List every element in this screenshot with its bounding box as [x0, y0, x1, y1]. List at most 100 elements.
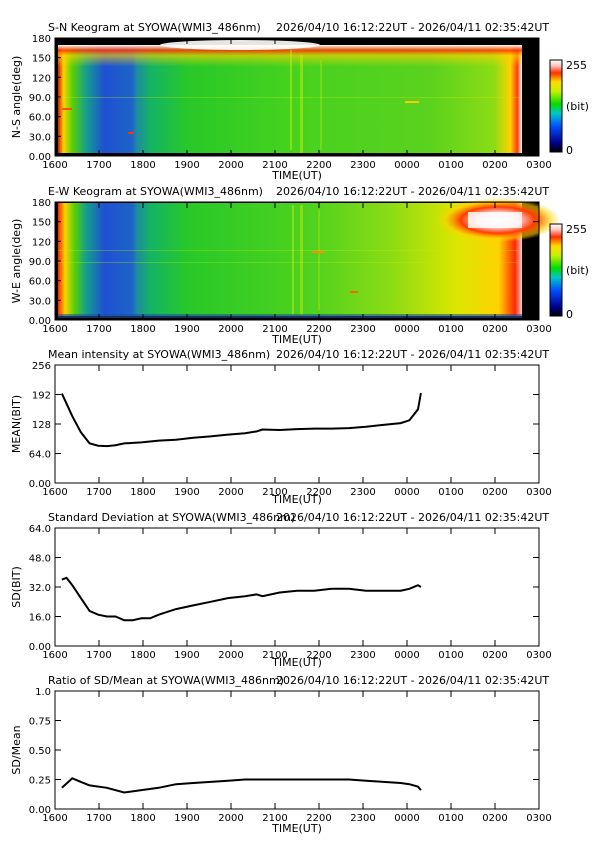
x-tick-label: 0200: [482, 813, 507, 824]
std-dev-y-ticks: 0.00 16.0 32.0 48.0 64.0: [29, 524, 539, 653]
x-tick-label: 0200: [482, 324, 507, 335]
sn-keogram-colorbar: 255 (bit) 0: [549, 59, 589, 157]
mean-intensity-y-ticks: 0.00 64.0 128 192 256: [29, 361, 539, 490]
ew-keogram-x-ticks: 1600 1700 1800 1900 2000 2100 2200 2300 0000 0100…: [42, 202, 552, 335]
mean-intensity-time-range: 2026/04/10 16:12:22UT - 2026/04/11 02:35…: [276, 348, 549, 361]
x-tick-label: 2000: [218, 813, 243, 824]
x-tick-label: 2000: [218, 160, 243, 171]
x-tick-label: 0100: [438, 487, 463, 498]
sn-colorbar-max: 255: [566, 59, 587, 72]
x-tick-label: 1900: [174, 487, 199, 498]
ratio-title: Ratio of SD/Mean at SYOWA(WMI3_486nm): [48, 674, 284, 687]
mean-intensity-frame: [54, 364, 540, 484]
y-tick-label: 0.00: [29, 805, 51, 816]
x-tick-label: 2000: [218, 487, 243, 498]
x-tick-label: 2200: [306, 813, 331, 824]
sn-colorbar-unit: (bit): [566, 100, 589, 113]
y-tick-label: 0.50: [29, 746, 51, 757]
x-tick-label: 0000: [394, 650, 419, 661]
y-tick-label: 0.00: [29, 479, 51, 490]
y-tick-label: 192: [32, 391, 51, 402]
x-tick-label: 2300: [350, 160, 375, 171]
x-tick-label: 0100: [438, 650, 463, 661]
x-tick-label: 2200: [306, 487, 331, 498]
x-tick-label: 1900: [174, 650, 199, 661]
ew-keogram-colorbar: 255 (bit) 0: [549, 223, 589, 321]
y-tick-label: 30.0: [29, 132, 51, 143]
y-tick-label: 120: [32, 237, 51, 248]
mean-intensity-title: Mean intensity at SYOWA(WMI3_486nm): [48, 348, 270, 361]
std-dev-title: Standard Deviation at SYOWA(WMI3_486nm): [48, 511, 295, 524]
ew-keogram-xlabel: TIME(UT): [271, 333, 322, 346]
std-dev-x-ticks: 1600 1700 1800 1900 2000 2100 2200 2300 0000 0100…: [42, 528, 552, 661]
sn-keogram-ylabel: N-S angle(deg): [10, 56, 23, 139]
y-tick-label: 0.75: [29, 717, 51, 728]
y-tick-label: 0.00: [29, 152, 51, 163]
x-tick-label: 1600: [42, 324, 67, 335]
x-tick-label: 2100: [262, 324, 287, 335]
x-tick-label: 1700: [86, 160, 111, 171]
y-tick-label: 0.25: [29, 776, 51, 787]
x-tick-label: 0100: [438, 813, 463, 824]
x-tick-label: 1900: [174, 813, 199, 824]
y-tick-label: 180: [32, 34, 51, 45]
y-tick-label: 150: [32, 54, 51, 65]
sn-keogram-time-range: 2026/04/10 16:12:22UT - 2026/04/11 02:35…: [276, 21, 549, 34]
mean-intensity-ylabel: MEAN(BIT): [10, 395, 23, 453]
x-tick-label: 0100: [438, 160, 463, 171]
x-tick-label: 1600: [42, 813, 67, 824]
y-tick-label: 180: [32, 198, 51, 209]
x-tick-label: 2300: [350, 650, 375, 661]
sn-colorbar-min: 0: [566, 144, 573, 157]
y-tick-label: 64.0: [29, 450, 51, 461]
y-tick-label: 90.0: [29, 93, 51, 104]
y-tick-label: 0.00: [29, 642, 51, 653]
y-tick-label: 32.0: [29, 583, 51, 594]
x-tick-label: 2300: [350, 487, 375, 498]
x-tick-label: 1800: [130, 160, 155, 171]
y-tick-label: 30.0: [29, 296, 51, 307]
sn-keogram-x-ticks: 1600 1700 1800 1900 2000 2100 2200 2300 0000 0100…: [42, 38, 552, 171]
x-tick-label: 1800: [130, 650, 155, 661]
x-tick-label: 0200: [482, 160, 507, 171]
x-tick-label: 2100: [262, 487, 287, 498]
x-tick-label: 0200: [482, 650, 507, 661]
y-tick-label: 48.0: [29, 554, 51, 565]
y-tick-label: 128: [32, 420, 51, 431]
ratio-time-range: 2026/04/10 16:12:22UT - 2026/04/11 02:35…: [276, 674, 549, 687]
x-tick-label: 2200: [306, 324, 331, 335]
x-tick-label: 0100: [438, 324, 463, 335]
sn-keogram-axes: 0.00 30.0 60.0 90.0 120 150 180 1600 1700 1800 19…: [29, 34, 552, 171]
y-tick-label: 90.0: [29, 257, 51, 268]
ratio-ylabel: SD/Mean: [10, 725, 23, 774]
ratio-y-ticks: 0.00 0.25 0.50 0.75 1.0: [29, 687, 539, 816]
x-tick-label: 1600: [42, 650, 67, 661]
x-tick-label: 1900: [174, 160, 199, 171]
x-tick-label: 1700: [86, 324, 111, 335]
x-tick-label: 0300: [526, 324, 551, 335]
x-tick-label: 1800: [130, 324, 155, 335]
x-tick-label: 0200: [482, 487, 507, 498]
sn-keogram-panel: S-N Keogram at SYOWA(WMI3_486nm) 2026/04…: [10, 21, 589, 182]
ratio-line: [61, 777, 422, 794]
ew-keogram-heatmap: [55, 198, 560, 320]
sn-keogram-heatmap: [55, 38, 539, 156]
ew-keogram-title: E-W Keogram at SYOWA(WMI3_486nm): [48, 185, 263, 198]
sn-keogram-y-ticks: 0.00 30.0 60.0 90.0 120 150 180: [29, 34, 539, 163]
y-tick-label: 150: [32, 218, 51, 229]
std-dev-xlabel: TIME(UT): [271, 656, 322, 669]
y-tick-label: 0.00: [29, 316, 51, 327]
ew-colorbar-min: 0: [566, 308, 573, 321]
x-tick-label: 0000: [394, 487, 419, 498]
sn-keogram-xlabel: TIME(UT): [271, 169, 322, 182]
std-dev-line: [61, 576, 422, 622]
x-tick-label: 2300: [350, 324, 375, 335]
std-dev-panel: Standard Deviation at SYOWA(WMI3_486nm) …: [10, 511, 552, 669]
ew-colorbar-unit: (bit): [566, 264, 589, 277]
x-tick-label: 0000: [394, 160, 419, 171]
y-tick-label: 16.0: [29, 613, 51, 624]
std-dev-ylabel: SD(BIT): [10, 566, 23, 608]
std-dev-time-range: 2026/04/10 16:12:22UT - 2026/04/11 02:35…: [276, 511, 549, 524]
ew-keogram-panel: E-W Keogram at SYOWA(WMI3_486nm) 2026/04…: [10, 185, 589, 346]
